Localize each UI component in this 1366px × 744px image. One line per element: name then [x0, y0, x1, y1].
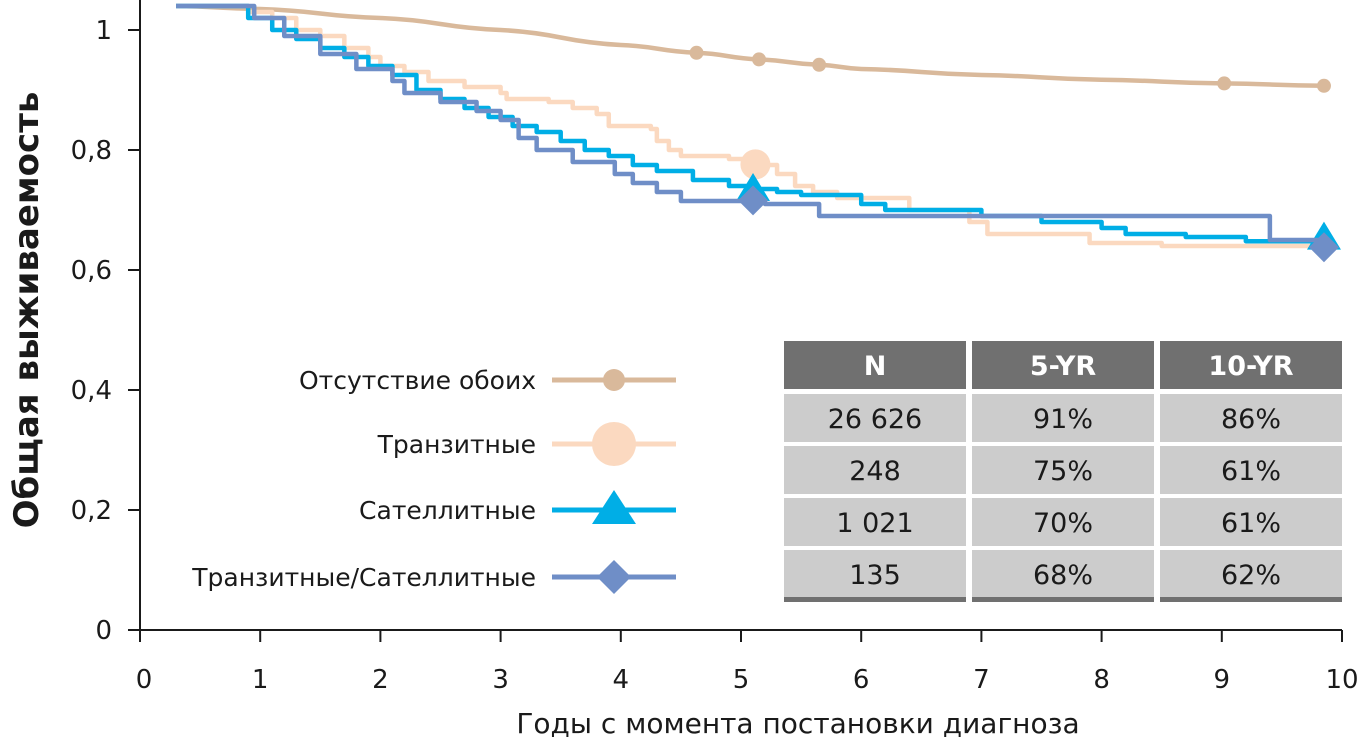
data-point	[812, 57, 827, 72]
legend-marker	[597, 560, 631, 594]
x-tick-label: 9	[1214, 665, 1231, 695]
series-4	[176, 3, 1339, 263]
x-tick-label: 8	[1093, 665, 1110, 695]
x-tick-label: 2	[372, 665, 389, 695]
x-tick-label: 7	[973, 665, 990, 695]
axes: 0 1 2 3 4 5 6 7 8 9 10 0 0,2 0,4 0,6 0,8 1	[71, 0, 1359, 695]
table-cell-bg	[1160, 498, 1342, 546]
legend-item-2: Транзитные	[377, 422, 676, 466]
summary-table: N 5-YR 10-YR 26 626 91% 86% 248 75% 61% 1 021 70% 6…	[784, 341, 1342, 602]
table-cell-bg	[972, 394, 1154, 442]
legend-label: Транзитные	[377, 430, 536, 459]
table-cell-bg	[784, 498, 966, 546]
x-tick-label: 0	[136, 665, 153, 695]
y-axis-title: Общая выживаемость	[7, 92, 47, 529]
table-bottom-rule	[972, 597, 1154, 602]
x-axis-title: Годы с момента постановки диагноза	[516, 707, 1079, 740]
table-cell-bg	[972, 446, 1154, 494]
legend-item-3: Сателлитные	[359, 490, 676, 525]
table-cell-bg	[972, 550, 1154, 598]
y-tick-label: 0,2	[71, 496, 112, 526]
table-cell: 61%	[1221, 456, 1281, 487]
table-cell: 91%	[1033, 404, 1093, 435]
x-tick-label: 4	[613, 665, 630, 695]
legend-item-1: Отсутствие обоих	[299, 366, 676, 395]
legend-item-4: Транзитные/Сателлитные	[191, 560, 676, 594]
legend: Отсутствие обоих Транзитные Сателлитные Тра…	[191, 366, 676, 594]
series-line	[176, 3, 1324, 243]
x-tick-label: 10	[1325, 665, 1358, 695]
data-point	[689, 45, 704, 60]
legend-label: Сателлитные	[359, 496, 536, 525]
table-bottom-rule	[1160, 597, 1342, 602]
data-point	[738, 185, 769, 216]
legend-marker	[592, 490, 636, 524]
table-cell-bg	[1160, 446, 1342, 494]
y-tick-label: 0,4	[71, 376, 112, 406]
legend-marker	[592, 422, 636, 466]
table-cell: 86%	[1221, 404, 1281, 435]
legend-label: Транзитные/Сателлитные	[191, 563, 536, 592]
x-tick-label: 5	[733, 665, 750, 695]
legend-marker	[603, 369, 625, 391]
table-header-cell	[1160, 341, 1342, 389]
data-point	[1316, 78, 1331, 93]
table-cell: 70%	[1033, 508, 1093, 539]
table-cell-bg	[972, 498, 1154, 546]
series-1	[176, 3, 1331, 93]
table-header-cell	[784, 341, 966, 389]
table-cell: 26 626	[828, 404, 922, 435]
legend-label: Отсутствие обоих	[299, 366, 536, 395]
y-tick-label: 0,8	[71, 136, 112, 166]
table-cell: 68%	[1033, 560, 1093, 591]
table-header-text: N	[864, 351, 887, 382]
table-cell-bg	[784, 394, 966, 442]
series-3	[176, 3, 1341, 250]
data-point	[752, 52, 767, 67]
x-tick-label: 6	[853, 665, 870, 695]
table-cell: 61%	[1221, 508, 1281, 539]
series-layer	[176, 3, 1341, 263]
y-tick-label: 0	[95, 616, 112, 646]
table-cell: 75%	[1033, 456, 1093, 487]
table-cell: 1 021	[836, 508, 913, 539]
y-tick-label: 1	[95, 16, 112, 46]
table-bottom-rule	[784, 597, 966, 602]
table-header-text: 10-YR	[1208, 351, 1293, 382]
x-tick-label: 1	[252, 665, 269, 695]
y-tick-label: 0,6	[71, 256, 112, 286]
table-cell: 62%	[1221, 560, 1281, 591]
table-header-text: 5-YR	[1030, 351, 1097, 382]
table-header-cell	[972, 341, 1154, 389]
table-cell-bg	[784, 550, 966, 598]
data-point	[1308, 232, 1339, 263]
table-cell: 248	[849, 456, 901, 487]
table-cell-bg	[1160, 394, 1342, 442]
x-tick-label: 3	[492, 665, 509, 695]
data-point	[740, 149, 771, 180]
table-cell-bg	[784, 446, 966, 494]
data-point	[1217, 76, 1232, 91]
table-cell-bg	[1160, 550, 1342, 598]
table-cell: 135	[849, 560, 901, 591]
